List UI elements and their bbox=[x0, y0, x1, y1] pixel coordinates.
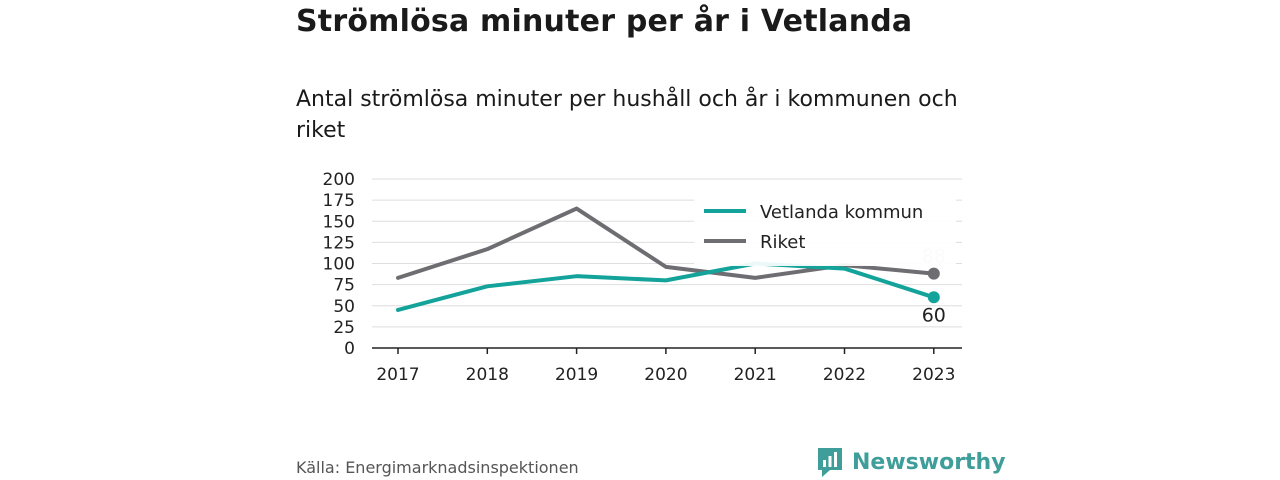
series-end-marker bbox=[927, 267, 940, 280]
newsworthy-logo-icon bbox=[818, 448, 842, 477]
x-tick-label: 2019 bbox=[555, 365, 598, 385]
x-axis: 2017 2018 2019 2020 2021 2022 2023 bbox=[372, 347, 962, 385]
legend: Vetlanda kommun Riket bbox=[694, 194, 956, 266]
x-tick-label: 2018 bbox=[466, 365, 509, 385]
x-tick-label: 2021 bbox=[734, 365, 777, 385]
x-tick-label: 2022 bbox=[823, 365, 866, 385]
legend-label: Vetlanda kommun bbox=[760, 202, 923, 223]
legend-background bbox=[694, 194, 956, 266]
y-tick-label: 0 bbox=[344, 339, 355, 359]
legend-label: Riket bbox=[760, 232, 805, 253]
y-tick-label: 125 bbox=[323, 233, 355, 253]
series-end-marker bbox=[927, 291, 940, 304]
x-tick-label: 2020 bbox=[644, 365, 687, 385]
y-tick-label: 75 bbox=[333, 276, 355, 296]
series-line bbox=[396, 261, 936, 312]
x-tick-label: 2023 bbox=[912, 365, 955, 385]
y-tick-label: 100 bbox=[323, 255, 355, 275]
brand-logo: Newsworthy bbox=[816, 446, 1006, 478]
y-tick-label: 25 bbox=[333, 318, 355, 338]
chart-subtitle: Antal strömlösa minuter per hushåll och … bbox=[296, 87, 958, 143]
source-note: Källa: Energimarknadsinspektionen bbox=[296, 458, 579, 477]
y-tick-label: 50 bbox=[333, 297, 355, 317]
y-tick-label: 200 bbox=[323, 170, 355, 190]
chart-title: Strömlösa minuter per år i Vetlanda bbox=[296, 4, 913, 39]
y-tick-label: 150 bbox=[323, 212, 355, 232]
x-tick-label: 2017 bbox=[376, 365, 419, 385]
brand-name: Newsworthy bbox=[852, 449, 1006, 475]
data-label: 60 bbox=[922, 304, 946, 326]
y-tick-label: 175 bbox=[323, 191, 355, 211]
